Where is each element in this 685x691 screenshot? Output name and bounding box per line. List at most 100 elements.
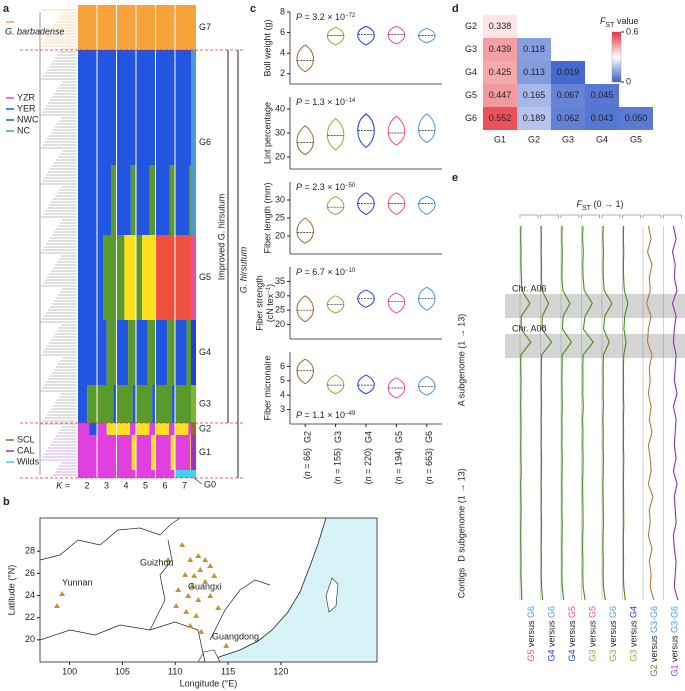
track-label: G3 versus G5 <box>588 606 598 662</box>
n-equals: = <box>394 466 404 476</box>
y-tick-label: 6 <box>280 361 285 371</box>
cell-label: 0.552 <box>489 113 512 123</box>
fst-track <box>622 225 629 601</box>
violin <box>418 375 436 396</box>
y-axis-label: Fiber strength <box>254 275 264 331</box>
track-bracket <box>581 214 600 218</box>
site <box>195 552 202 558</box>
group-a: G4 <box>567 650 577 662</box>
violin <box>418 195 436 215</box>
y-axis-label: Fiber length (mm) <box>262 182 272 253</box>
structure-block <box>111 165 116 235</box>
n-symbol: n <box>424 476 434 481</box>
y-tick-label: 24 <box>25 590 35 600</box>
k-value: 5 <box>143 480 148 490</box>
violin <box>296 44 314 73</box>
n-open: ( <box>303 476 313 479</box>
p-exp: −14 <box>345 98 356 104</box>
y-tick-label: 40 <box>275 103 285 113</box>
site <box>173 602 180 608</box>
structure-block <box>128 320 136 385</box>
structure-block <box>97 50 116 165</box>
outgroup-label: G. barbadense <box>5 26 65 36</box>
structure-block <box>175 423 189 435</box>
site <box>215 604 222 610</box>
sea <box>205 518 377 662</box>
p-text: = 3.2 × 10 <box>302 12 345 22</box>
group-label: G7 <box>199 22 211 32</box>
structure-block <box>97 5 116 50</box>
structure-block <box>136 423 150 435</box>
fst-track <box>561 225 573 601</box>
track-label: G1 versus G3-G6 <box>670 606 680 677</box>
n-open: ( <box>424 481 434 484</box>
structure-block <box>149 423 155 435</box>
cell-label: 0.019 <box>557 67 580 77</box>
group-bar <box>191 235 196 320</box>
highlight-band <box>505 334 685 358</box>
group-a: G3 <box>608 650 618 662</box>
y-axis-label: Boll weight (g) <box>262 19 272 76</box>
heat-cell <box>619 107 653 130</box>
structure-block <box>156 320 168 385</box>
structure-block <box>151 435 155 470</box>
structure-block <box>113 385 116 423</box>
y-tick-label: 30 <box>275 127 285 137</box>
structure-block <box>156 470 175 478</box>
site <box>179 542 186 548</box>
group-pointer <box>193 477 203 485</box>
cell-label: 0.113 <box>523 67 545 77</box>
heat-cell <box>551 107 585 130</box>
cell-label: 0.439 <box>489 44 512 54</box>
border <box>39 517 271 663</box>
k-value: 3 <box>104 480 109 490</box>
fst-track <box>646 225 655 601</box>
y-axis-label: Fiber micronaire <box>262 355 272 420</box>
coastline <box>204 517 327 663</box>
violin <box>418 113 436 144</box>
x-tick-label: G2 <box>303 431 313 443</box>
map-frame <box>39 517 378 663</box>
type-label: CAL <box>17 445 35 455</box>
place-label: Guizhou <box>140 557 174 567</box>
structure-block <box>175 470 194 478</box>
site <box>187 622 194 628</box>
n-value: 194 <box>394 451 404 466</box>
n-symbol: n <box>333 476 343 481</box>
group-a: G4 <box>547 650 557 662</box>
n-symbol: n <box>303 471 313 476</box>
n-close: ) <box>424 448 434 451</box>
violin <box>357 25 375 46</box>
versus: versus <box>526 618 536 650</box>
panel-label: c <box>250 3 256 15</box>
structure-block <box>136 320 148 385</box>
structure-block <box>117 435 132 470</box>
structure-block <box>175 385 192 423</box>
versus: versus <box>608 618 618 650</box>
structure-block <box>78 385 88 423</box>
n-close: ) <box>303 448 313 451</box>
heat-cell <box>517 38 551 61</box>
n-symbol: n <box>394 476 404 481</box>
fst-track <box>540 225 553 601</box>
structure-block <box>136 470 155 478</box>
y-tick-label: 35 <box>275 276 285 286</box>
structure-block <box>97 385 114 423</box>
col-label: G4 <box>596 134 608 144</box>
violin <box>296 358 314 385</box>
structure-block <box>129 423 136 435</box>
y-tick-label: 30 <box>275 194 285 204</box>
cell-label: 0.043 <box>591 113 614 123</box>
p-value: P = 1.3 × 10−14 <box>296 97 356 107</box>
site <box>207 592 214 598</box>
col-label: G2 <box>528 134 540 144</box>
y-tick-label: 28 <box>25 546 35 556</box>
structure-block <box>156 423 169 435</box>
p-exp: −10 <box>345 268 356 274</box>
structure-block <box>117 235 125 320</box>
structure-block <box>97 235 104 320</box>
y-tick-label: 20 <box>275 319 285 329</box>
x-tick-label: G5 <box>394 431 404 443</box>
region-label: NC <box>17 125 30 135</box>
